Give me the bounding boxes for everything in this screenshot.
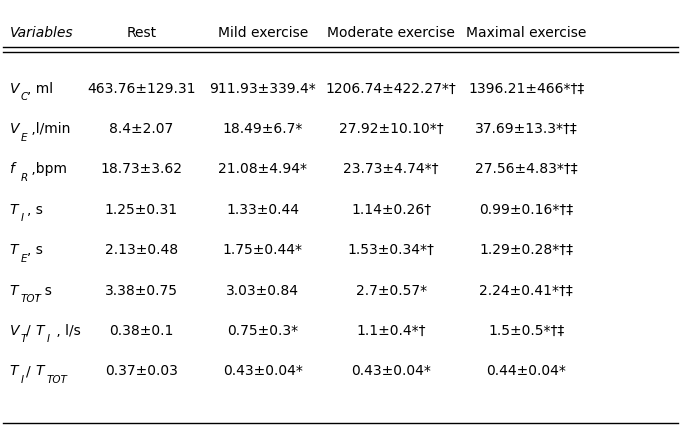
Text: V: V bbox=[10, 122, 19, 136]
Text: Maximal exercise: Maximal exercise bbox=[466, 26, 586, 40]
Text: I: I bbox=[20, 374, 23, 384]
Text: Variables: Variables bbox=[10, 26, 73, 40]
Text: T: T bbox=[35, 323, 44, 337]
Text: T: T bbox=[20, 334, 27, 344]
Text: I: I bbox=[46, 334, 49, 344]
Text: T: T bbox=[10, 363, 18, 378]
Text: C: C bbox=[20, 92, 28, 102]
Text: 18.49±6.7*: 18.49±6.7* bbox=[223, 122, 303, 136]
Text: 0.44±0.04*: 0.44±0.04* bbox=[486, 363, 566, 378]
Text: T: T bbox=[35, 363, 44, 378]
Text: I: I bbox=[20, 213, 23, 223]
Text: 1.53±0.34*†: 1.53±0.34*† bbox=[348, 243, 434, 256]
Text: f: f bbox=[10, 162, 14, 176]
Text: TOT: TOT bbox=[46, 374, 67, 384]
Text: 1206.74±422.27*†: 1206.74±422.27*† bbox=[326, 82, 456, 95]
Text: T: T bbox=[10, 283, 18, 297]
Text: , s: , s bbox=[27, 243, 43, 256]
Text: V: V bbox=[10, 82, 19, 95]
Text: 23.73±4.74*†: 23.73±4.74*† bbox=[343, 162, 439, 176]
Text: 0.37±0.03: 0.37±0.03 bbox=[105, 363, 178, 378]
Text: 27.56±4.83*†‡: 27.56±4.83*†‡ bbox=[475, 162, 577, 176]
Text: , s: , s bbox=[35, 283, 51, 297]
Text: , ml: , ml bbox=[27, 82, 53, 95]
Text: 1.5±0.5*†‡: 1.5±0.5*†‡ bbox=[488, 323, 565, 337]
Text: V: V bbox=[10, 323, 19, 337]
Text: 463.76±129.31: 463.76±129.31 bbox=[87, 82, 195, 95]
Text: 2.7±0.57*: 2.7±0.57* bbox=[355, 283, 427, 297]
Text: 2.24±0.41*†‡: 2.24±0.41*†‡ bbox=[479, 283, 573, 297]
Text: , s: , s bbox=[27, 202, 43, 216]
Text: 1396.21±466*†‡: 1396.21±466*†‡ bbox=[468, 82, 584, 95]
Text: E: E bbox=[20, 253, 27, 263]
Text: 1.29±0.28*†‡: 1.29±0.28*†‡ bbox=[479, 243, 573, 256]
Text: 37.69±13.3*†‡: 37.69±13.3*†‡ bbox=[475, 122, 577, 136]
Text: 21.08±4.94*: 21.08±4.94* bbox=[219, 162, 307, 176]
Text: /: / bbox=[26, 363, 31, 378]
Text: 911.93±339.4*: 911.93±339.4* bbox=[210, 82, 316, 95]
Text: 1.25±0.31: 1.25±0.31 bbox=[105, 202, 178, 216]
Text: 1.75±0.44*: 1.75±0.44* bbox=[223, 243, 303, 256]
Text: 3.38±0.75: 3.38±0.75 bbox=[105, 283, 178, 297]
Text: 1.14±0.26†: 1.14±0.26† bbox=[351, 202, 431, 216]
Text: T: T bbox=[10, 202, 18, 216]
Text: Moderate exercise: Moderate exercise bbox=[328, 26, 455, 40]
Text: 0.99±0.16*†‡: 0.99±0.16*†‡ bbox=[479, 202, 573, 216]
Text: 0.75±0.3*: 0.75±0.3* bbox=[227, 323, 298, 337]
Text: ,bpm: ,bpm bbox=[27, 162, 67, 176]
Text: T: T bbox=[10, 243, 18, 256]
Text: 1.1±0.4*†: 1.1±0.4*† bbox=[356, 323, 426, 337]
Text: TOT: TOT bbox=[20, 293, 42, 303]
Text: /: / bbox=[26, 323, 31, 337]
Text: R: R bbox=[20, 173, 28, 183]
Text: E: E bbox=[20, 132, 27, 142]
Text: Rest: Rest bbox=[126, 26, 157, 40]
Text: ,l/min: ,l/min bbox=[27, 122, 70, 136]
Text: 27.92±10.10*†: 27.92±10.10*† bbox=[339, 122, 443, 136]
Text: 0.38±0.1: 0.38±0.1 bbox=[109, 323, 174, 337]
Text: 3.03±0.84: 3.03±0.84 bbox=[226, 283, 300, 297]
Text: 8.4±2.07: 8.4±2.07 bbox=[109, 122, 174, 136]
Text: 0.43±0.04*: 0.43±0.04* bbox=[351, 363, 431, 378]
Text: , l/s: , l/s bbox=[52, 323, 81, 337]
Text: 0.43±0.04*: 0.43±0.04* bbox=[223, 363, 303, 378]
Text: 2.13±0.48: 2.13±0.48 bbox=[105, 243, 178, 256]
Text: 18.73±3.62: 18.73±3.62 bbox=[100, 162, 183, 176]
Text: 1.33±0.44: 1.33±0.44 bbox=[226, 202, 300, 216]
Text: Mild exercise: Mild exercise bbox=[218, 26, 308, 40]
